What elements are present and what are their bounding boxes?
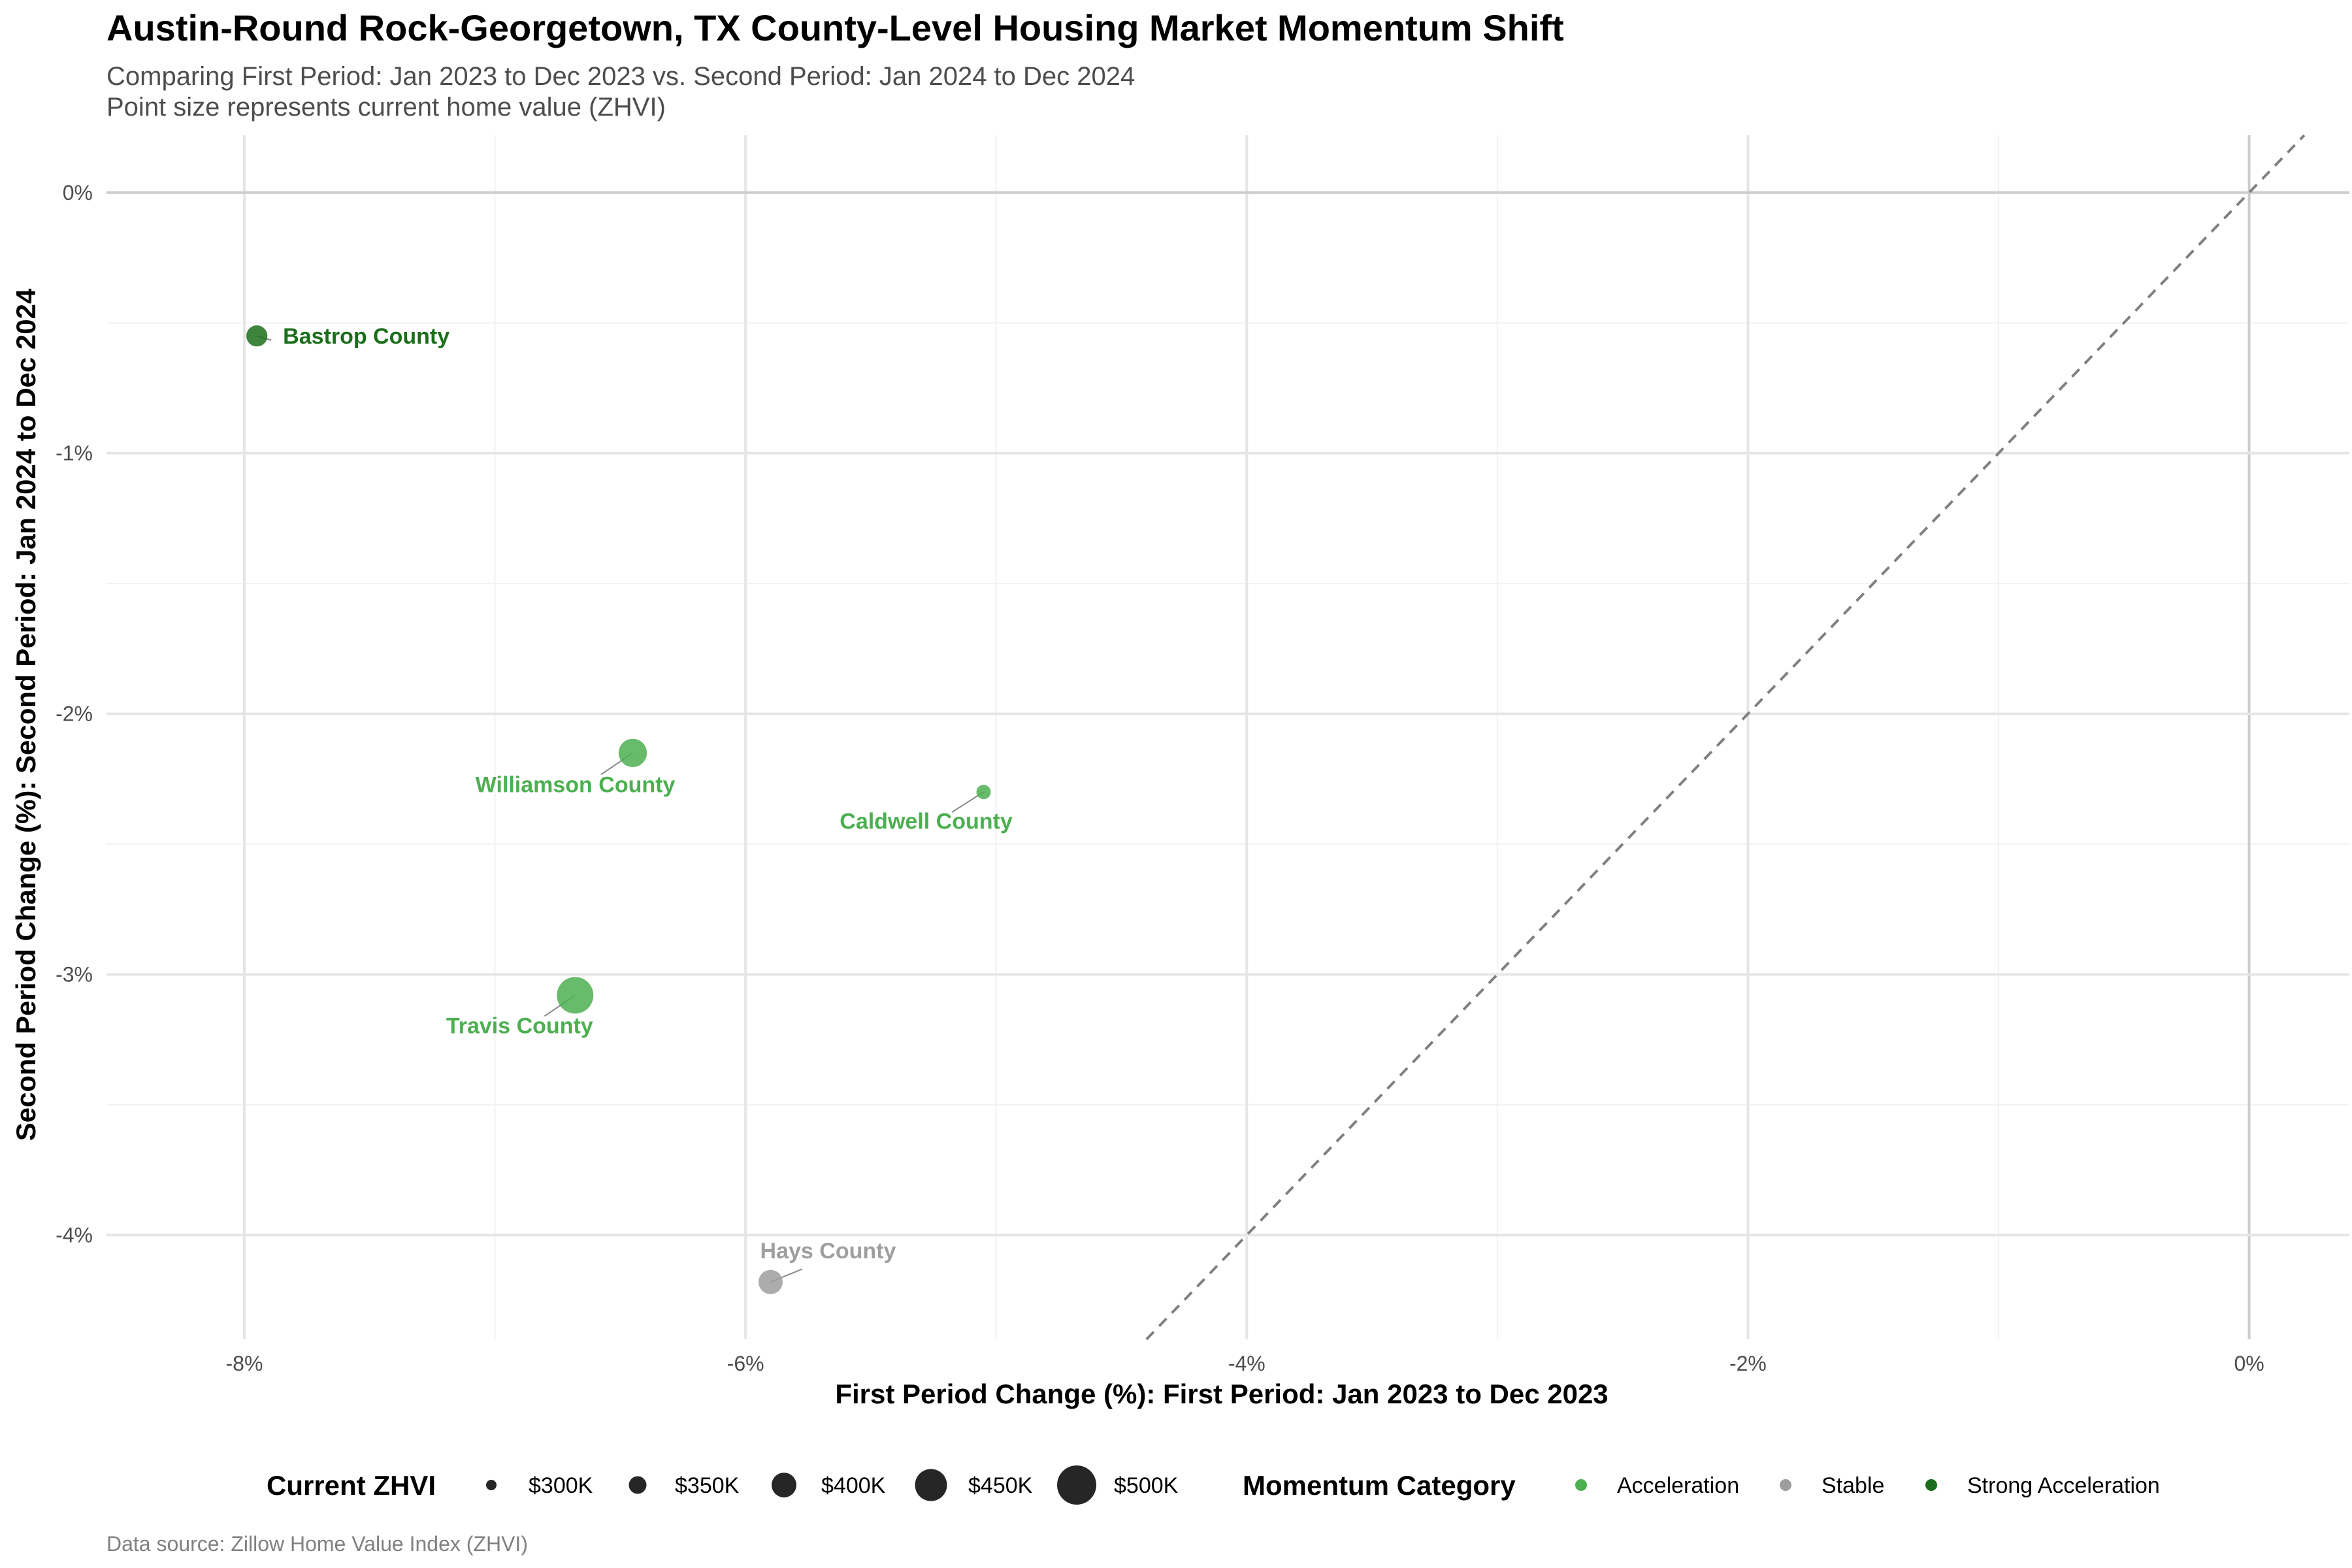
chart-title: Austin-Round Rock-Georgetown, TX County-…: [106, 7, 1564, 48]
reference-line: [1145, 134, 2306, 1341]
y-tick-label: 0%: [63, 181, 93, 204]
size-legend-label: $400K: [821, 1473, 886, 1498]
x-axis-label: First Period Change (%): First Period: J…: [835, 1379, 1608, 1409]
size-legend-swatch: [629, 1476, 647, 1494]
x-tick-label: -6%: [727, 1352, 764, 1375]
point-marker: [758, 1269, 783, 1294]
color-legend-swatch: [1575, 1479, 1587, 1491]
size-legend-swatch: [1057, 1465, 1096, 1505]
caption: Data source: Zillow Home Value Index (ZH…: [106, 1532, 528, 1556]
color-legend-swatch: [1780, 1479, 1791, 1491]
size-legend-swatch: [915, 1469, 947, 1501]
size-legend-title: Current ZHVI: [267, 1470, 436, 1501]
size-legend-swatch: [486, 1480, 497, 1490]
legend: Current ZHVI $300K $350K $400K $450K $500K Mom…: [267, 1465, 2160, 1505]
color-legend-swatch: [1925, 1479, 1937, 1491]
size-legend-label: $450K: [968, 1473, 1033, 1498]
size-legend-swatch: [772, 1473, 796, 1497]
y-axis-label: Second Period Change (%): Second Period:…: [10, 288, 41, 1141]
point-label: Williamson County: [476, 772, 676, 797]
x-tick-label: 0%: [2234, 1352, 2264, 1375]
chart-subtitle-line-1: Comparing First Period: Jan 2023 to Dec …: [106, 62, 1135, 91]
point-marker: [618, 738, 647, 768]
point-marker: [976, 785, 991, 800]
y-tick-label: -1%: [56, 442, 93, 465]
color-legend-label: Acceleration: [1617, 1473, 1739, 1498]
chart-subtitle-line-2: Point size represents current home value…: [106, 93, 666, 122]
x-tick-label: -8%: [226, 1352, 263, 1375]
y-tick-label: -2%: [56, 702, 93, 726]
point-marker: [246, 325, 268, 347]
color-legend-label: Strong Acceleration: [1967, 1473, 2160, 1498]
color-legend-title: Momentum Category: [1243, 1470, 1516, 1501]
color-legend-label: Stable: [1821, 1473, 1884, 1498]
size-legend-label: $300K: [529, 1473, 593, 1498]
tick-labels: -8% -6% -4% -2% 0% 0% -1% -2% -3% -4%: [56, 181, 2264, 1375]
points: Bastrop County Williamson County Caldwell …: [246, 324, 1013, 1294]
y-tick-label: -3%: [56, 963, 93, 987]
point-label: Caldwell County: [840, 809, 1013, 834]
point-label: Hays County: [760, 1239, 896, 1264]
x-tick-label: -2%: [1729, 1352, 1767, 1375]
point-marker: [557, 977, 594, 1014]
point-label: Travis County: [446, 1013, 593, 1038]
size-legend-label: $500K: [1114, 1473, 1179, 1498]
x-tick-label: -4%: [1228, 1352, 1266, 1375]
size-legend-label: $350K: [675, 1473, 740, 1498]
grid: [106, 135, 2349, 1339]
y-tick-label: -4%: [56, 1223, 93, 1247]
point-label: Bastrop County: [283, 324, 449, 349]
